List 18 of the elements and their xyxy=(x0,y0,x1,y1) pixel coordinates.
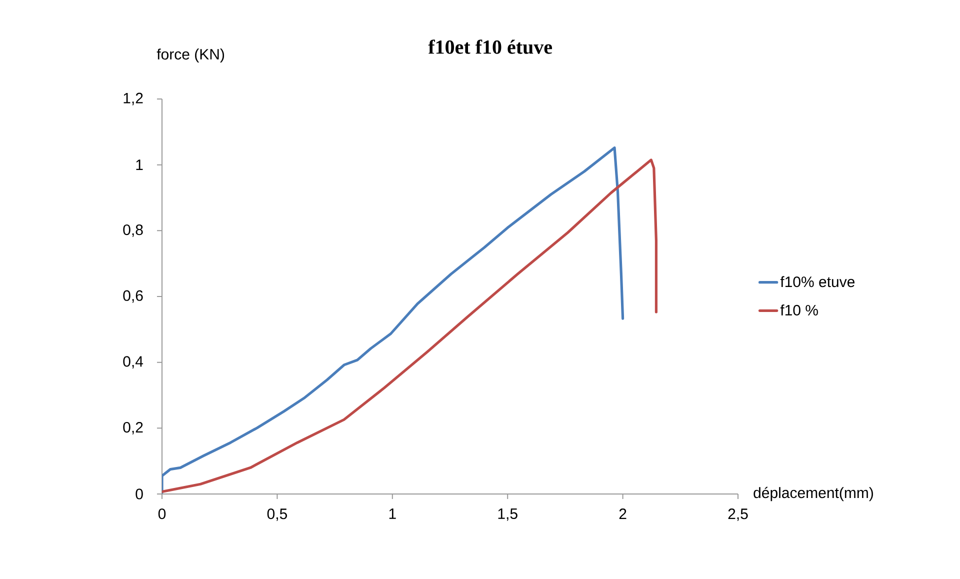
x-tick-label: 2,5 xyxy=(728,508,748,521)
x-tick-label: 0 xyxy=(158,508,166,520)
x-tick-label: 1 xyxy=(389,508,396,519)
y-tick-label: 0,6 xyxy=(123,290,143,303)
x-tick-label: 0,5 xyxy=(267,508,288,521)
y-tick-label: 0,2 xyxy=(123,422,143,434)
y-tick-label: 1,2 xyxy=(124,92,143,106)
chart-title: f10et f10 étuve xyxy=(428,40,552,54)
x-axis-title: déplacement(mm) xyxy=(754,486,873,502)
y-tick-label: 0,4 xyxy=(123,356,144,369)
y-axis-title: force (KN) xyxy=(156,48,224,63)
y-tick-label: 0,8 xyxy=(123,224,143,237)
y-tick-label: 1 xyxy=(136,160,143,170)
y-tick-label: 0 xyxy=(136,488,143,500)
x-tick-label: 2 xyxy=(619,508,626,520)
legend-label: f10% etuve xyxy=(780,276,855,288)
x-tick-label: 1,5 xyxy=(498,508,518,521)
legend-label: f10 % xyxy=(780,304,818,316)
